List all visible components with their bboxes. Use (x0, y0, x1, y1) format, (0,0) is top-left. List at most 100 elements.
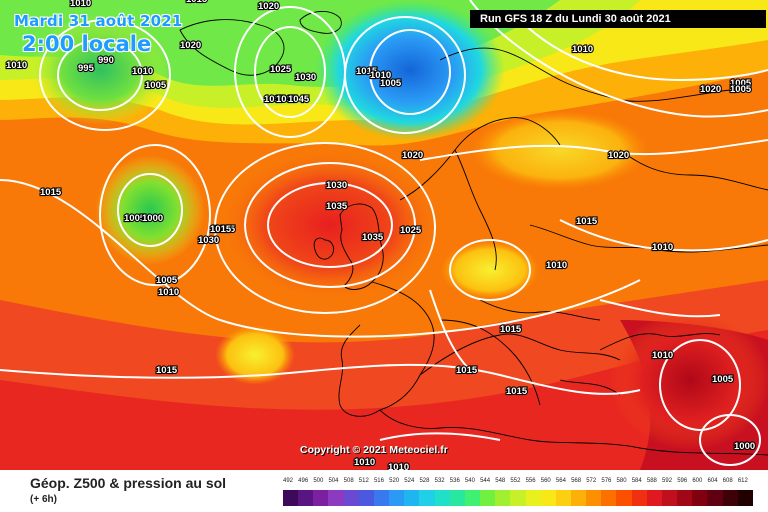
pressure-labels: 1010 1020 995 990 1010 1005 1020 1025 10… (5, 0, 756, 470)
isobar-label: 1035 (264, 94, 286, 105)
scale-label: 564 (555, 478, 566, 484)
isobars (0, 0, 768, 466)
scale-swatch (570, 490, 587, 506)
scale-swatch (510, 490, 526, 506)
isobar-label: 1000 (734, 441, 755, 452)
scale-label: 532 (434, 478, 445, 484)
isobar-label: 1015 (210, 224, 232, 235)
isobar-label: 1035 (276, 94, 298, 105)
scale-label: 528 (419, 478, 430, 484)
isobar-label: 990 (98, 55, 114, 66)
forecast-local-time: 2:00 locale (22, 32, 152, 56)
scale-label: 492 (283, 478, 294, 484)
isobar-label: 1030 (326, 180, 347, 191)
scale-label: 572 (586, 478, 597, 484)
copyright-text: Copyright © 2021 Meteociel.fr (300, 444, 448, 456)
isobar-label: 1030 (295, 72, 316, 83)
scale-swatch (737, 490, 753, 506)
isobar-label: 1005 (124, 213, 146, 224)
scale-label: 548 (495, 478, 506, 484)
isobar-label: 1015 (40, 187, 62, 198)
scale-swatch (434, 490, 450, 506)
scale-label: 552 (510, 478, 521, 484)
scale-swatch (389, 490, 405, 506)
scale-swatch (555, 490, 571, 506)
scale-label: 560 (540, 478, 551, 484)
scale-label: 504 (328, 478, 339, 484)
scale-label: 556 (525, 478, 536, 484)
forecast-offset: (+ 6h) (30, 494, 57, 505)
isobar-label: 1030 (198, 235, 219, 246)
scale-swatch (707, 490, 723, 506)
scale-swatch (631, 490, 647, 506)
scale-swatch (586, 490, 602, 506)
scale-labels: 492 496 500 504 508 512 516 520 524 528 532 536 540 5… (283, 478, 753, 488)
isobar-label: 1010 (132, 66, 153, 77)
scale-label: 512 (358, 478, 369, 484)
scale-label: 592 (662, 478, 673, 484)
isobar-label: 1015 (214, 224, 236, 235)
isobar-label: 1035 (326, 201, 348, 212)
scale-swatch (449, 490, 465, 506)
isobar-label: 1010 (70, 0, 91, 9)
isobar-label: 1020 (402, 150, 423, 161)
isobar-label: 1000 (142, 213, 163, 224)
scale-label: 576 (601, 478, 612, 484)
scale-label: 604 (707, 478, 718, 484)
isobar-label: 1010 (370, 70, 391, 81)
run-info-banner: Run GFS 18 Z du Lundi 30 août 2021 (470, 10, 766, 28)
isobar-label: 1010 (388, 462, 409, 470)
scale-swatch (692, 490, 708, 506)
isobar-label: 1020 (700, 84, 721, 95)
isobar-label: 1005 (380, 78, 402, 89)
isobar-label: 1020 (258, 1, 279, 12)
scale-swatch (540, 490, 556, 506)
isobar-label: 1020 (180, 40, 201, 51)
isobar-label: 1020 (608, 150, 629, 161)
isobar-label: 1010 (572, 44, 593, 55)
scale-swatch (661, 490, 678, 506)
scale-swatch (601, 490, 617, 506)
scale-swatch (313, 490, 329, 506)
isobar-label: 1010 (158, 287, 179, 298)
scale-label: 524 (404, 478, 415, 484)
scale-label: 588 (646, 478, 657, 484)
scale-swatch (722, 490, 738, 506)
scale-label: 520 (389, 478, 400, 484)
isobar-label: 1015 (506, 386, 528, 397)
scale-label: 516 (373, 478, 384, 484)
isobar-label: 1010 (546, 260, 567, 271)
scale-swatch (343, 490, 359, 506)
isobar-label: 1015 (500, 324, 522, 335)
isobar-label: 1005 (156, 275, 178, 286)
scale-swatch (464, 490, 481, 506)
scale-swatch (495, 490, 511, 506)
isobar-label: 1015 (186, 0, 208, 5)
isobar-label: 1010 (6, 60, 27, 71)
isobar-label: 1010 (652, 350, 673, 361)
scale-swatch (358, 490, 374, 506)
scale-swatch (373, 490, 390, 506)
scale-swatch (646, 490, 662, 506)
isobar-label: 1015 (356, 66, 378, 77)
isobar-label: 1015 (456, 365, 478, 376)
scale-label: 500 (313, 478, 324, 484)
scale-swatch (419, 490, 435, 506)
isobar-label: 1035 (362, 232, 384, 243)
scale-swatch (677, 490, 693, 506)
scale-label: 608 (722, 478, 733, 484)
scale-label: 496 (298, 478, 309, 484)
isobar-label: 1005 (712, 374, 734, 385)
scale-label: 596 (677, 478, 688, 484)
map-title: Géop. Z500 & pression au sol (30, 475, 227, 491)
coastlines (179, 11, 768, 456)
isobar-label: 1025 (400, 225, 422, 236)
isobar-label: 1005 (145, 80, 167, 91)
scale-swatch (480, 490, 496, 506)
scale-swatch (616, 490, 632, 506)
scale-swatch (298, 490, 314, 506)
isobar-label: 1005 (730, 84, 752, 95)
scale-label: 536 (449, 478, 460, 484)
isobar-label: 1015 (156, 365, 178, 376)
color-scale (283, 490, 753, 506)
